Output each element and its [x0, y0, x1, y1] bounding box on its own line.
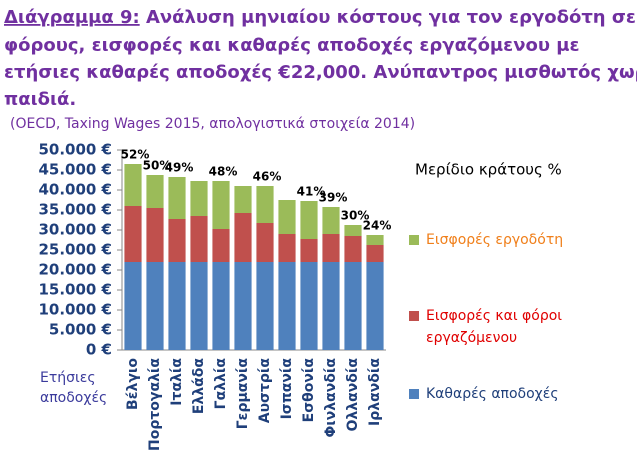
bar-segment — [256, 186, 274, 223]
wedge-label: 50% — [143, 159, 172, 173]
bar-segment — [366, 262, 384, 350]
bar-segment — [212, 181, 230, 229]
bar-segment — [190, 181, 208, 216]
legend-label: Εισφορές εργοδότη — [426, 232, 563, 248]
bar-segment — [322, 262, 340, 350]
bar-segment — [300, 262, 318, 350]
bar-segment — [190, 216, 208, 262]
y-tick-label: 45.000 € — [38, 161, 112, 179]
bar-segment — [168, 262, 186, 350]
x-tick-label: Γαλλία — [213, 358, 229, 410]
y-tick-label: 25.000 € — [38, 241, 112, 259]
bar-segment — [146, 175, 164, 208]
x-tick-label: Γερμανία — [235, 358, 251, 430]
bar-segment — [278, 234, 296, 262]
bar-segment — [124, 206, 142, 262]
wedge-label: 52% — [121, 148, 150, 162]
x-tick-label: Ισπανία — [279, 358, 295, 420]
y-tick-label: 30.000 € — [38, 221, 112, 239]
x-tick-label: Ελλάδα — [191, 358, 207, 415]
title-line: φόρους, εισφορές και καθαρές αποδοχές ερ… — [4, 35, 580, 56]
legend-label: Εισφορές και φόροι — [426, 308, 562, 324]
y-tick-label: 20.000 € — [38, 261, 112, 279]
chart-title: Διάγραμμα 9: Ανάλυση μηνιαίου κόστους γι… — [4, 7, 636, 28]
bar-segment — [344, 236, 362, 262]
bar-segment — [300, 201, 318, 239]
y-tick-label: 50.000 € — [38, 141, 112, 159]
title-line: Ανάλυση μηνιαίου κόστους για τον εργοδότ… — [140, 7, 636, 28]
bar-segment — [168, 219, 186, 262]
wedge-label: 41% — [297, 185, 326, 199]
bar-segment — [322, 207, 340, 234]
y-tick-label: 15.000 € — [38, 281, 112, 299]
bar-segment — [278, 200, 296, 234]
bar-segment — [256, 262, 274, 350]
legend-label: εργαζόμενου — [426, 330, 517, 346]
x-tick-label: Ιρλανδία — [367, 358, 383, 426]
y-tick-label: 0 € — [86, 341, 112, 359]
x-tick-label: Ιταλία — [169, 358, 185, 406]
bar-segment — [366, 245, 384, 262]
x-axis-label: αποδοχές — [40, 390, 107, 406]
x-tick-label: Φινλανδία — [323, 358, 339, 438]
bar-segment — [344, 225, 362, 236]
x-tick-label: Εσθονία — [301, 358, 317, 423]
bar-segment — [322, 234, 340, 262]
legend-swatch — [409, 235, 419, 245]
title-line: ετήσιες καθαρές αποδοχές €22,000. Ανύπαν… — [4, 62, 637, 83]
bar-segment — [234, 262, 252, 350]
bar-segment — [212, 229, 230, 262]
bar-segment — [366, 235, 384, 245]
bar-segment — [146, 208, 164, 262]
wedge-label: 48% — [209, 165, 238, 179]
wedge-label: 24% — [363, 219, 392, 233]
legend-label: Καθαρές αποδοχές — [426, 386, 559, 402]
bar-segment — [278, 262, 296, 350]
legend-swatch — [409, 311, 419, 321]
chart-subtitle: (OECD, Taxing Wages 2015, απολογιστικά σ… — [10, 116, 415, 132]
x-tick-label: Ολλανδία — [345, 358, 361, 432]
y-tick-label: 10.000 € — [38, 301, 112, 319]
bar-segment — [190, 262, 208, 350]
wedge-label: 49% — [165, 161, 194, 175]
title-line: παιδιά. — [4, 89, 76, 110]
bar-segment — [124, 164, 142, 206]
bar-segment — [234, 186, 252, 213]
title-prefix: Διάγραμμα 9: — [4, 7, 140, 28]
wedge-label: 39% — [319, 191, 348, 205]
y-tick-label: 5.000 € — [49, 321, 112, 339]
bar-segment — [168, 177, 186, 219]
x-tick-label: Πορτογαλία — [147, 358, 163, 451]
x-tick-label: Βέλγιο — [125, 358, 141, 410]
y-tick-label: 35.000 € — [38, 201, 112, 219]
bar-segment — [212, 262, 230, 350]
legend-swatch — [409, 389, 419, 399]
bar-segment — [124, 262, 142, 350]
x-axis-label: Ετήσιες — [40, 370, 96, 386]
x-tick-label: Αυστρία — [257, 358, 273, 424]
wedge-label: 46% — [253, 170, 282, 184]
bar-segment — [234, 213, 252, 262]
bar-segment — [146, 262, 164, 350]
legend-title: Μερίδιο κράτους % — [415, 161, 562, 179]
wedge-label: 30% — [341, 209, 370, 223]
bar-segment — [300, 239, 318, 262]
bar-segment — [344, 262, 362, 350]
y-tick-label: 40.000 € — [38, 181, 112, 199]
bar-segment — [256, 223, 274, 262]
